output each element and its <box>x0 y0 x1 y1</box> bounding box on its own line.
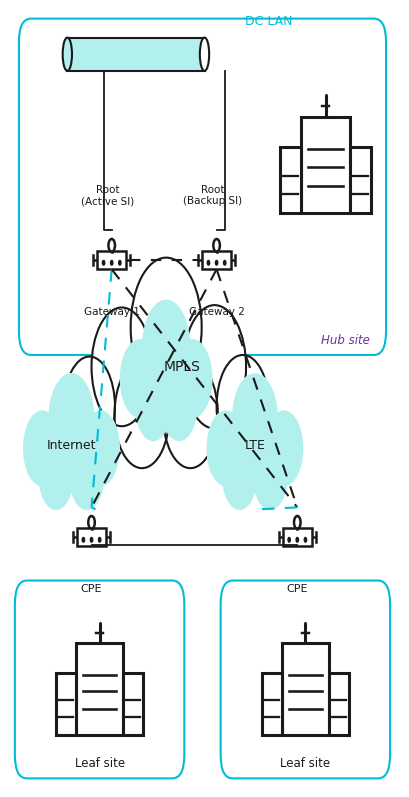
Circle shape <box>48 373 94 463</box>
Circle shape <box>304 537 307 542</box>
Bar <box>329 673 349 735</box>
Bar <box>77 528 106 546</box>
Circle shape <box>81 410 120 486</box>
Bar <box>97 251 126 269</box>
Circle shape <box>108 239 115 252</box>
Circle shape <box>213 239 220 252</box>
Circle shape <box>120 340 160 418</box>
Text: CPE: CPE <box>287 584 308 595</box>
Circle shape <box>160 368 198 442</box>
Bar <box>283 528 312 546</box>
Circle shape <box>224 261 226 265</box>
Circle shape <box>265 410 303 486</box>
Circle shape <box>232 373 278 463</box>
Circle shape <box>288 537 290 542</box>
Circle shape <box>217 355 269 457</box>
Bar <box>282 643 329 735</box>
Circle shape <box>69 441 104 510</box>
Ellipse shape <box>63 37 72 71</box>
Circle shape <box>207 261 210 265</box>
Circle shape <box>38 441 74 510</box>
Bar <box>350 147 371 213</box>
Circle shape <box>115 360 169 468</box>
Text: MPLS: MPLS <box>164 359 201 374</box>
Circle shape <box>64 356 115 456</box>
Circle shape <box>265 410 303 486</box>
Text: LTE: LTE <box>245 439 265 453</box>
Circle shape <box>135 368 172 442</box>
Circle shape <box>142 300 190 395</box>
Circle shape <box>102 261 105 265</box>
Circle shape <box>119 261 121 265</box>
Circle shape <box>81 410 120 486</box>
Circle shape <box>69 441 104 510</box>
Circle shape <box>92 308 152 426</box>
Bar <box>56 673 76 735</box>
FancyBboxPatch shape <box>220 580 390 779</box>
Text: Root
(Active SI): Root (Active SI) <box>81 185 134 206</box>
Circle shape <box>294 516 301 529</box>
Text: CPE: CPE <box>81 584 102 595</box>
Circle shape <box>232 373 278 463</box>
Circle shape <box>222 441 257 510</box>
Text: Hub site: Hub site <box>321 334 370 347</box>
Text: Leaf site: Leaf site <box>280 757 330 771</box>
Circle shape <box>252 441 288 510</box>
Text: Gateway 2: Gateway 2 <box>189 308 245 317</box>
Circle shape <box>90 537 93 542</box>
Circle shape <box>172 340 213 418</box>
Circle shape <box>216 261 218 265</box>
Circle shape <box>48 373 94 463</box>
Text: Root
(Backup SI): Root (Backup SI) <box>183 185 242 206</box>
Text: DC LAN: DC LAN <box>245 15 292 28</box>
Circle shape <box>252 441 288 510</box>
Circle shape <box>110 261 113 265</box>
Circle shape <box>38 441 74 510</box>
Text: Leaf site: Leaf site <box>74 757 125 771</box>
Circle shape <box>222 441 257 510</box>
Circle shape <box>296 537 299 542</box>
Circle shape <box>99 537 101 542</box>
Circle shape <box>130 257 202 397</box>
Circle shape <box>207 410 245 486</box>
Circle shape <box>23 410 62 486</box>
Bar <box>67 37 204 71</box>
Circle shape <box>163 360 218 468</box>
Circle shape <box>82 537 85 542</box>
Circle shape <box>23 410 62 486</box>
FancyBboxPatch shape <box>19 18 386 355</box>
Circle shape <box>88 516 95 529</box>
FancyBboxPatch shape <box>15 580 184 779</box>
Text: Internet: Internet <box>47 439 96 453</box>
Bar <box>262 673 282 735</box>
Bar <box>76 643 123 735</box>
Circle shape <box>207 410 245 486</box>
Bar <box>202 251 231 269</box>
Bar <box>123 673 143 735</box>
Bar <box>301 116 350 213</box>
Text: Gateway 1: Gateway 1 <box>84 308 139 317</box>
Bar <box>280 147 301 213</box>
Ellipse shape <box>200 37 209 71</box>
Circle shape <box>183 305 246 429</box>
